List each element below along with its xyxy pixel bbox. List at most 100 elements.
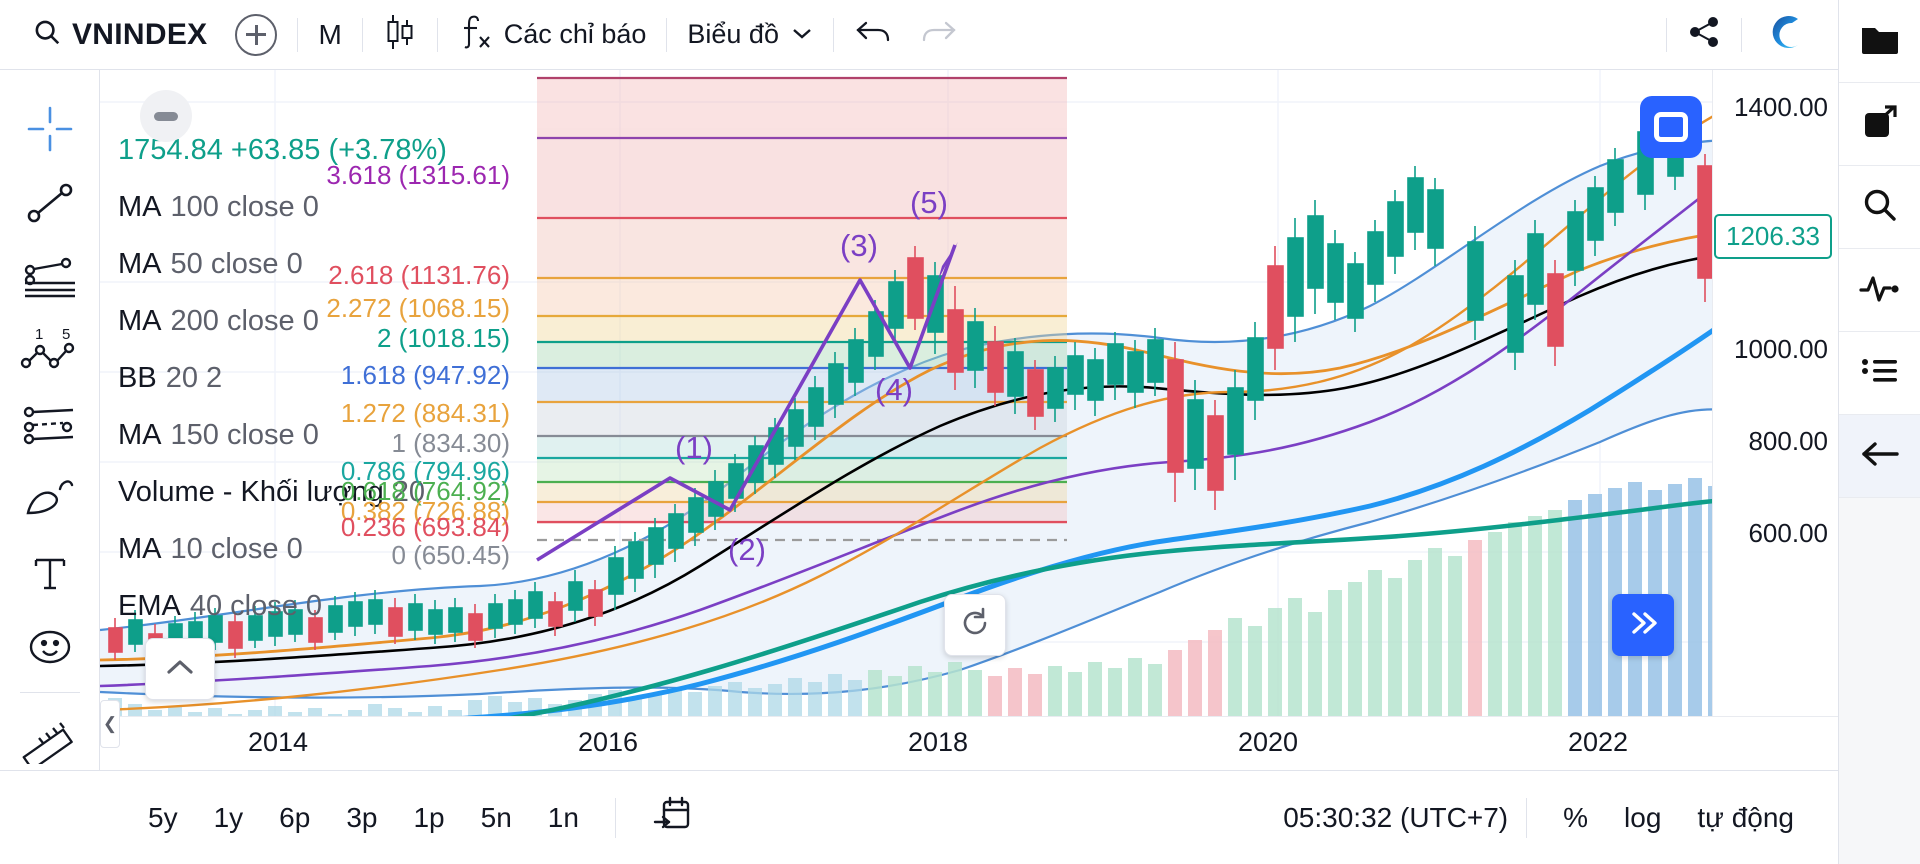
divider (832, 17, 834, 52)
range-3p[interactable]: 3p (346, 801, 378, 833)
time-tick: 2016 (577, 727, 639, 757)
search-icon (32, 17, 62, 52)
layout-button[interactable]: Biểu đồ (673, 0, 827, 70)
top-toolbar: VNINDEX M (0, 0, 1838, 70)
rail-item-folder[interactable] (1839, 0, 1920, 83)
share-button[interactable] (1673, 0, 1735, 70)
chart-canvas[interactable]: (1) (2) (3) (4) (5) 1754.84 +63.85 (+3.7… (100, 70, 1726, 770)
price-tick: 1000.00 (1734, 334, 1828, 364)
wave-label-4: (4) (875, 372, 913, 407)
layout-label: Biểu đồ (687, 19, 779, 49)
candlestick-icon (383, 13, 417, 56)
volume-bars (108, 478, 1722, 730)
ma-200-line (100, 176, 1726, 688)
scroll-forward-button[interactable] (1612, 594, 1674, 656)
symbol-label: VNINDEX (72, 17, 208, 51)
fx-icon (458, 13, 492, 56)
divider (361, 17, 363, 52)
scroll-forward-icon (1627, 608, 1659, 643)
rail-item-open-external[interactable] (1839, 83, 1920, 166)
svg-text:1: 1 (35, 326, 43, 343)
svg-text:5: 5 (62, 326, 70, 343)
brand-logo[interactable] (1748, 0, 1822, 70)
collapse-toolbar-button[interactable]: ❮ (100, 700, 120, 748)
reset-chart-icon (958, 606, 992, 645)
rail-item-alerts[interactable] (1839, 249, 1920, 332)
time-axis[interactable]: 2014 2016 2018 2020 2022 (100, 716, 1838, 770)
plus-circle-icon (235, 13, 278, 56)
range-6p[interactable]: 6p (279, 801, 311, 833)
symbol-search-button[interactable]: VNINDEX (18, 0, 221, 70)
selected-object-marker[interactable] (1640, 96, 1702, 158)
range-5n[interactable]: 5n (480, 801, 512, 833)
rail-item-collapse-panel[interactable] (1839, 415, 1920, 498)
range-1n[interactable]: 1n (547, 801, 579, 833)
divider (1526, 797, 1528, 838)
divider (666, 17, 668, 52)
emoji-tool[interactable] (11, 610, 89, 684)
elliott-wave-tool[interactable]: 1 5 (11, 314, 89, 388)
fib-retracement-tool[interactable] (11, 240, 89, 314)
expand-panel-button[interactable] (145, 638, 215, 700)
price-scale[interactable]: 1400.00 1206.33 1000.00 800.00 600.00 40… (1712, 70, 1838, 770)
bollinger-band-fill (100, 140, 1725, 698)
interval-button[interactable]: M (304, 0, 355, 70)
interval-label: M (318, 18, 342, 50)
list-icon (1861, 356, 1899, 391)
time-tick: 2018 (907, 727, 969, 757)
brush-tool[interactable] (11, 462, 89, 536)
price-tick: 800.00 (1748, 426, 1828, 456)
reset-chart-button[interactable] (944, 594, 1006, 656)
clock-label: 05:30:32 (UTC+7) (1283, 801, 1509, 833)
divider (297, 17, 299, 52)
folder-icon (1860, 22, 1900, 61)
divider (1666, 17, 1667, 52)
chart-style-button[interactable] (369, 0, 431, 70)
chevron-down-icon (791, 23, 813, 46)
auto-scale-button[interactable]: tự động (1697, 801, 1794, 833)
pitchfork-tool[interactable] (11, 388, 89, 462)
range-1p[interactable]: 1p (413, 801, 445, 833)
open-external-icon (1861, 103, 1899, 146)
bottom-toolbar: 5y 1y 6p 3p 1p 5n 1n 05:30:32 (UTC+7) % … (0, 770, 1838, 864)
range-1y[interactable]: 1y (213, 801, 244, 833)
crosshair-tool[interactable] (11, 92, 89, 166)
chart-svg (100, 70, 1726, 763)
divider (1741, 17, 1742, 52)
selected-object-icon (1654, 112, 1688, 142)
goto-date-button[interactable] (634, 794, 710, 841)
indicators-button[interactable]: Các chỉ báo (444, 0, 661, 70)
log-scale-button[interactable]: log (1624, 801, 1662, 833)
text-tool[interactable] (11, 536, 89, 610)
price-tick: 600.00 (1748, 518, 1828, 548)
undo-button[interactable] (840, 0, 906, 70)
share-icon (1687, 15, 1721, 54)
time-tick: 2014 (247, 727, 309, 757)
back-arrow-icon (1859, 439, 1901, 474)
right-icon-rail (1838, 0, 1920, 864)
time-tick: 2020 (1237, 727, 1299, 757)
chevron-up-icon (164, 656, 196, 683)
add-symbol-button[interactable] (221, 0, 291, 70)
divider (614, 797, 616, 838)
c-logo-icon (1762, 9, 1808, 60)
range-5y[interactable]: 5y (148, 801, 178, 833)
wave-label-5: (5) (910, 185, 948, 220)
undo-arrow-icon (854, 17, 892, 52)
redo-arrow-icon (920, 17, 958, 52)
wave-label-1: (1) (675, 430, 713, 465)
time-tick: 2022 (1567, 727, 1629, 757)
indicators-label: Các chỉ báo (503, 19, 647, 49)
redo-button[interactable] (906, 0, 972, 70)
measure-tool[interactable] (11, 701, 89, 775)
current-price-tag: 1206.33 (1714, 214, 1832, 259)
rail-item-search[interactable] (1839, 166, 1920, 249)
trend-line-tool[interactable] (11, 166, 89, 240)
wave-label-3: (3) (840, 228, 878, 263)
search-icon (1861, 186, 1899, 229)
chevron-left-icon: ❮ (102, 714, 118, 733)
rail-item-watchlist[interactable] (1839, 332, 1920, 415)
pulse-icon (1859, 272, 1901, 309)
candlesticks (108, 104, 1726, 666)
percent-scale-button[interactable]: % (1563, 801, 1589, 833)
